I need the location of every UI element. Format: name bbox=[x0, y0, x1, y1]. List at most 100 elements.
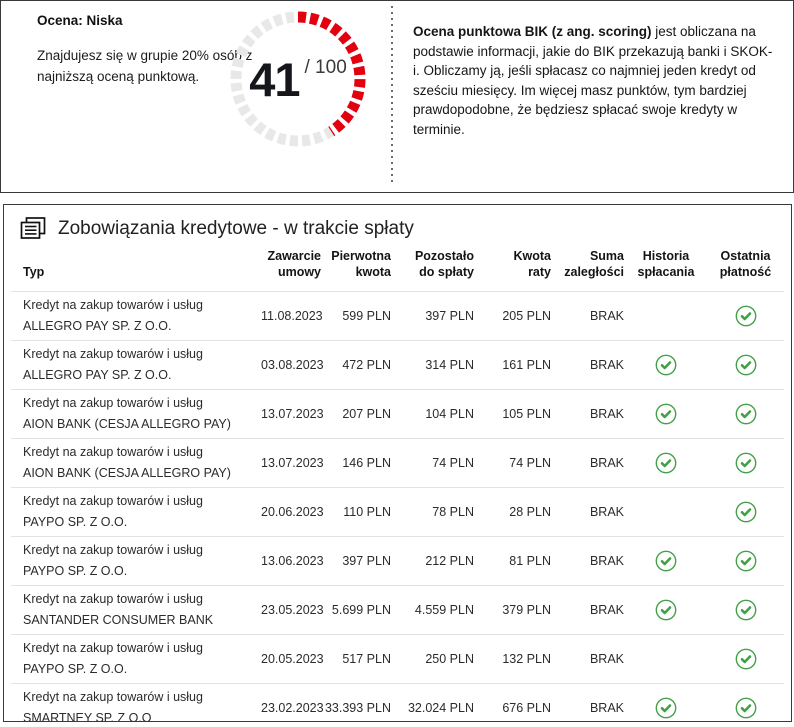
score-summary-text: Ocena: Niska Znajdujesz się w grupie 20%… bbox=[37, 13, 277, 87]
cell-agreement-date: 23.02.2023 bbox=[261, 701, 324, 715]
cell-agreement-date: 11.08.2023 bbox=[261, 309, 323, 323]
check-circle-icon bbox=[735, 452, 756, 474]
cell-last-payment bbox=[708, 599, 783, 621]
cell-last-payment bbox=[708, 648, 783, 670]
cell-original-amount: 146 PLN bbox=[342, 456, 391, 470]
credit-obligations-card: Zobowiązania kredytowe - w trakcie spłat… bbox=[3, 204, 792, 722]
score-description-body: jest obliczana na podstawie informacji, … bbox=[413, 24, 773, 137]
cell-arrears: BRAK bbox=[589, 652, 624, 666]
cell-history bbox=[624, 354, 708, 376]
cell-agreement-date: 20.05.2023 bbox=[261, 652, 324, 666]
table-body: Kredyt na zakup towarów i usług ALLEGRO P… bbox=[11, 291, 784, 721]
score-summary-card: Ocena: Niska Znajdujesz się w grupie 20%… bbox=[0, 0, 794, 193]
cell-arrears: BRAK bbox=[589, 309, 624, 323]
table-row: Kredyt na zakup towarów i usług AION BANK… bbox=[11, 438, 784, 487]
cell-original-amount: 207 PLN bbox=[342, 407, 391, 421]
cell-agreement-date: 20.06.2023 bbox=[261, 505, 324, 519]
cell-type: Kredyt na zakup towarów i usług ALLEGRO P… bbox=[23, 347, 203, 382]
cell-remaining-amount: 74 PLN bbox=[432, 456, 474, 470]
check-circle-icon bbox=[655, 403, 677, 425]
check-circle-icon bbox=[655, 354, 677, 376]
cell-installment: 74 PLN bbox=[509, 456, 551, 470]
column-header: Kwota raty bbox=[513, 249, 552, 279]
dotted-vertical-divider bbox=[391, 6, 393, 184]
column-header: Suma zaległości bbox=[564, 249, 624, 279]
cell-remaining-amount: 4.559 PLN bbox=[414, 603, 474, 617]
cell-original-amount: 33.393 PLN bbox=[324, 701, 391, 715]
cell-arrears: BRAK bbox=[589, 358, 624, 372]
cell-agreement-date: 13.06.2023 bbox=[261, 554, 324, 568]
column-header: Zawarcie umowy bbox=[267, 249, 321, 279]
cell-type: Kredyt na zakup towarów i usług PAYPO SP.… bbox=[23, 641, 203, 676]
cell-installment: 205 PLN bbox=[502, 309, 551, 323]
table-row: Kredyt na zakup towarów i usług SANTANDER… bbox=[11, 585, 784, 634]
cell-history bbox=[624, 599, 708, 621]
cell-original-amount: 397 PLN bbox=[342, 554, 391, 568]
column-header: Pierwotna kwota bbox=[331, 249, 391, 279]
check-circle-icon bbox=[735, 599, 756, 621]
score-max-label: / 100 bbox=[304, 57, 347, 78]
check-circle-icon bbox=[655, 697, 677, 719]
cell-type: Kredyt na zakup towarów i usług AION BANK… bbox=[23, 445, 231, 480]
cell-arrears: BRAK bbox=[589, 701, 624, 715]
check-circle-icon bbox=[735, 648, 756, 670]
cell-installment: 676 PLN bbox=[502, 701, 551, 715]
cell-last-payment bbox=[708, 501, 783, 523]
cell-last-payment bbox=[708, 697, 783, 719]
column-header: Historia spłacania bbox=[637, 249, 695, 279]
cell-original-amount: 5.699 PLN bbox=[331, 603, 391, 617]
table-row: Kredyt na zakup towarów i usług PAYPO SP.… bbox=[11, 536, 784, 585]
cell-arrears: BRAK bbox=[589, 456, 624, 470]
check-circle-icon bbox=[655, 550, 677, 572]
cell-history bbox=[624, 452, 708, 474]
check-circle-icon bbox=[655, 599, 677, 621]
check-circle-icon bbox=[735, 354, 756, 376]
cell-history bbox=[624, 697, 708, 719]
cell-arrears: BRAK bbox=[589, 554, 624, 568]
cell-original-amount: 472 PLN bbox=[342, 358, 391, 372]
cell-installment: 161 PLN bbox=[502, 358, 551, 372]
cell-last-payment bbox=[708, 403, 783, 425]
cell-last-payment bbox=[708, 305, 783, 327]
cell-remaining-amount: 250 PLN bbox=[425, 652, 474, 666]
table-row: Kredyt na zakup towarów i usług PAYPO SP.… bbox=[11, 487, 784, 536]
check-circle-icon bbox=[735, 501, 756, 523]
cell-installment: 28 PLN bbox=[509, 505, 551, 519]
score-description-lead: Ocena punktowa BIK (z ang. scoring) bbox=[413, 24, 652, 39]
check-circle-icon bbox=[735, 403, 756, 425]
check-circle-icon bbox=[735, 305, 756, 327]
cell-last-payment bbox=[708, 550, 783, 572]
cell-remaining-amount: 212 PLN bbox=[425, 554, 474, 568]
table-row: Kredyt na zakup towarów i usług SMARTNEY … bbox=[11, 683, 784, 721]
cell-installment: 81 PLN bbox=[509, 554, 551, 568]
obligations-table: Typ Zawarcie umowy Pierwotna kwota Pozostał… bbox=[11, 242, 784, 721]
score-gauge-ring bbox=[230, 11, 366, 147]
table-header-row: Typ Zawarcie umowy Pierwotna kwota Pozostał… bbox=[11, 242, 784, 291]
column-header: Pozostało do spłaty bbox=[414, 249, 474, 279]
cell-remaining-amount: 314 PLN bbox=[425, 358, 474, 372]
cell-original-amount: 517 PLN bbox=[342, 652, 391, 666]
column-header: Typ bbox=[23, 265, 45, 279]
check-circle-icon bbox=[735, 550, 756, 572]
column-header: Ostatnia płatność bbox=[719, 249, 772, 279]
cell-remaining-amount: 32.024 PLN bbox=[407, 701, 474, 715]
cell-agreement-date: 03.08.2023 bbox=[261, 358, 324, 372]
score-gauge: 41 / 100 bbox=[228, 9, 368, 149]
document-list-icon bbox=[20, 217, 46, 239]
cell-agreement-date: 13.07.2023 bbox=[261, 407, 324, 421]
cell-agreement-date: 13.07.2023 bbox=[261, 456, 324, 470]
score-group-text: Znajdujesz się w grupie 20% osób z najni… bbox=[37, 48, 253, 84]
cell-arrears: BRAK bbox=[589, 603, 624, 617]
cell-history bbox=[624, 550, 708, 572]
table-row: Kredyt na zakup towarów i usług PAYPO SP.… bbox=[11, 634, 784, 683]
cell-history bbox=[624, 403, 708, 425]
cell-agreement-date: 23.05.2023 bbox=[261, 603, 324, 617]
cell-type: Kredyt na zakup towarów i usług PAYPO SP.… bbox=[23, 543, 203, 578]
cell-type: Kredyt na zakup towarów i usług SANTANDER… bbox=[23, 592, 214, 627]
cell-last-payment bbox=[708, 354, 783, 376]
table-row: Kredyt na zakup towarów i usług ALLEGRO P… bbox=[11, 340, 784, 389]
cell-original-amount: 599 PLN bbox=[342, 309, 391, 323]
cell-type: Kredyt na zakup towarów i usług PAYPO SP.… bbox=[23, 494, 203, 529]
check-circle-icon bbox=[655, 452, 677, 474]
gauge-value-segments bbox=[297, 11, 366, 136]
